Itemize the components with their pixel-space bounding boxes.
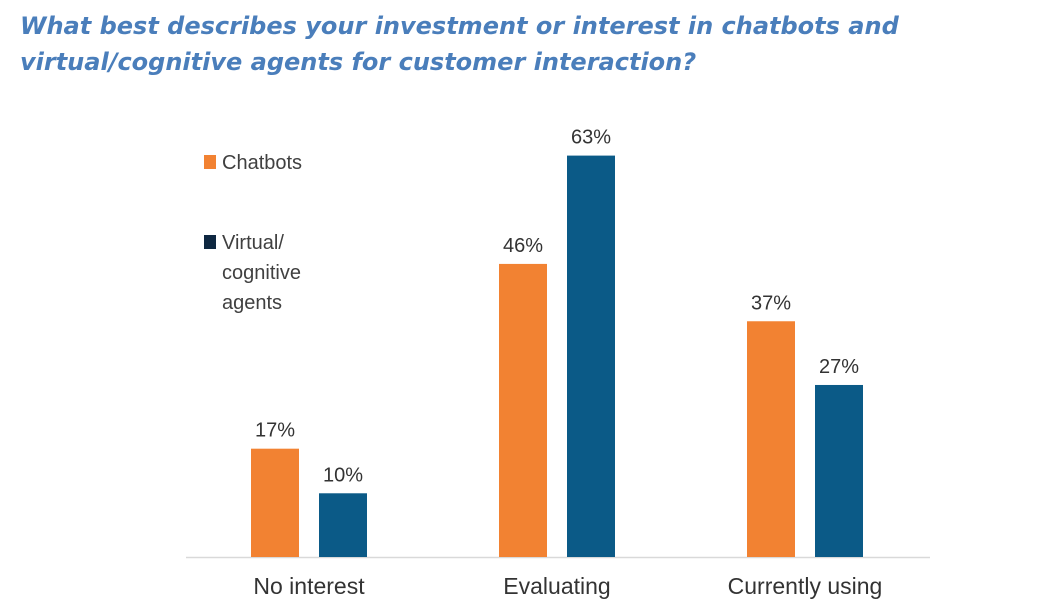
bar-virtual-cognitive-agents-no-interest [319, 493, 367, 557]
bar-chatbots-no-interest [251, 448, 299, 557]
legend-label-virtual-line-1: Virtual/ [222, 232, 284, 254]
legend-label-virtual-line-2: cognitive [222, 262, 301, 284]
legend-swatch-virtual-cognitive-agents [204, 235, 216, 249]
data-label-chatbots-currently-using: 37% [751, 292, 791, 314]
data-label-virtual-cognitive-agents-no-interest: 10% [323, 464, 363, 486]
category-label-evaluating: Evaluating [503, 573, 610, 599]
data-label-chatbots-no-interest: 17% [255, 420, 295, 442]
bar-virtual-cognitive-agents-evaluating [567, 155, 615, 557]
bar-chatbots-currently-using [747, 321, 795, 557]
data-label-chatbots-evaluating: 46% [503, 235, 543, 257]
bar-virtual-cognitive-agents-currently-using [815, 384, 863, 557]
legend-label-virtual-line-3: agents [222, 292, 283, 314]
data-label-virtual-cognitive-agents-currently-using: 27% [819, 356, 859, 378]
legend: Chatbots Virtual/ cognitive agents [204, 148, 302, 318]
category-label-currently-using: Currently using [728, 573, 883, 599]
legend-swatch-chatbots [204, 155, 216, 169]
legend-item-virtual-cognitive-agents: Virtual/ cognitive agents [204, 228, 302, 318]
category-label-no-interest: No interest [253, 573, 365, 599]
chart-title: What best describes your investment or i… [20, 12, 899, 76]
legend-item-chatbots: Chatbots [204, 148, 302, 178]
data-label-virtual-cognitive-agents-evaluating: 63% [571, 127, 611, 149]
legend-label-chatbots: Chatbots [222, 152, 303, 174]
bar-chatbots-evaluating [499, 263, 547, 557]
